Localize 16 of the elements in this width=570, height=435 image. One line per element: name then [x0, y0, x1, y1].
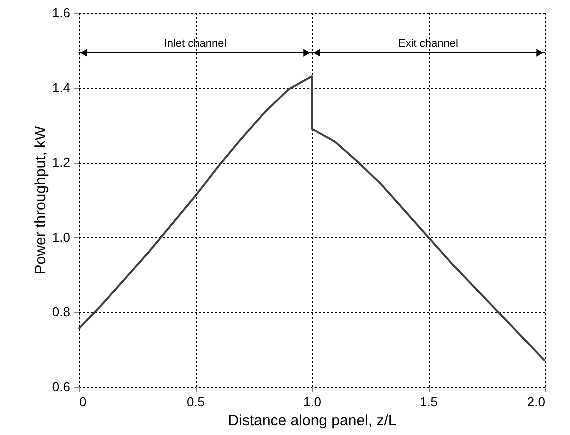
line-series: [78, 76, 546, 362]
y-tick-label: 1.6: [52, 6, 70, 20]
x-tick-label: 0.5: [186, 394, 206, 410]
x-axis-title: Distance along panel, z/L: [228, 412, 397, 430]
y-tick-label: 1.4: [52, 80, 70, 96]
y-axis-title: Power throughput, kW: [32, 125, 50, 275]
y-tick-label: 0.8: [52, 304, 70, 320]
annotation: Exit channel: [398, 38, 458, 50]
x-tick-label: 1.0: [303, 394, 322, 410]
y-tick-label: 1.0: [52, 230, 70, 245]
x-tick-label: 1.5: [420, 394, 438, 410]
y-tick-label: 1.2: [52, 155, 70, 170]
y-tick-label: 0.6: [52, 380, 70, 394]
x-tick-label: 0: [80, 394, 87, 410]
x-tick-label: 2.0: [527, 394, 546, 410]
annotation: Inlet channel: [164, 38, 227, 50]
